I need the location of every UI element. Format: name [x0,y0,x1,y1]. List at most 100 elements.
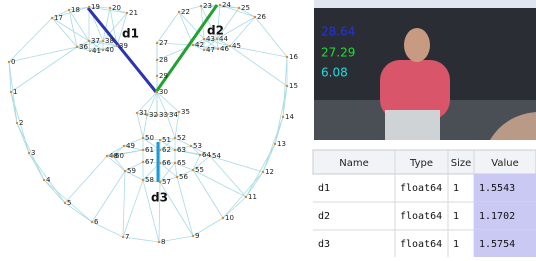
landmark-label: 67 [145,158,154,166]
landmark-point [51,17,53,19]
landmark-point [43,179,45,181]
landmark-point [156,114,158,116]
landmark-point [174,137,176,139]
landmark-label: 57 [162,178,171,186]
mesh-edge [123,171,125,237]
landmark-label: 58 [145,176,154,184]
landmark-label: 23 [203,2,212,10]
landmark-point [123,145,125,147]
mesh-edge [52,18,77,47]
landmark-point [245,196,247,198]
mesh-edge [9,47,77,62]
table-cell: 1.1702 [479,211,515,222]
landmark-point [203,38,205,40]
distance-label: d1 [122,27,139,41]
landmark-point [192,169,194,171]
landmark-point [176,176,178,178]
column-header: Type [409,158,433,169]
landmark-label: 54 [212,152,221,160]
landmark-label: 62 [162,146,171,154]
landmark-label: 19 [91,3,100,11]
landmark-label: 61 [145,146,154,154]
landmark-label: 10 [225,214,234,222]
landmark-label: 50 [145,134,154,142]
table-cell: 1 [453,211,459,222]
landmark-point [174,149,176,151]
landmark-label: 39 [119,42,128,50]
landmark-point [89,50,91,52]
window-titlebar [314,0,536,8]
landmark-point [222,217,224,219]
landmark-label: 12 [265,168,274,176]
landmark-label: 36 [79,43,88,51]
landmark-point [64,202,66,204]
landmark-point [88,6,90,8]
landmark-point [124,170,126,172]
landmark-label: 53 [193,142,202,150]
page: {"diagram": {"landmarks": ["0","1","2","… [0,0,536,257]
landmark-point [91,221,93,223]
landmark-point [190,145,192,147]
landmark-point [102,40,104,42]
landmark-label: 51 [162,136,171,144]
landmark-label: 22 [181,8,190,16]
landmark-label: 45 [232,42,241,50]
overlay-value: 28.64 [321,25,355,39]
mesh-edge [223,172,263,218]
landmark-point [229,45,231,47]
landmark-point [199,154,201,156]
landmark-point [178,111,180,113]
landmark-label: 14 [285,113,294,121]
landmark-point [28,152,30,154]
landmark-label: 47 [206,46,215,54]
column-header: Size [451,158,472,169]
landmark-label: 46 [220,45,229,53]
screenshot: 0123456789101112131415161718192021222324… [0,0,536,257]
landmark-point [146,114,148,116]
distance-label: d2 [207,24,224,38]
landmark-point [200,5,202,7]
table-cell: 1.5543 [479,183,515,194]
landmark-point [203,49,205,51]
landmark-point [156,42,158,44]
landmark-label: 29 [159,72,168,80]
landmark-label: 55 [195,166,204,174]
landmark-label: 52 [177,134,186,142]
landmark-label: 26 [257,13,266,21]
column-header: Name [339,158,369,169]
landmark-point [262,171,264,173]
landmark-point [219,4,221,6]
landmark-point [156,91,158,93]
landmark-label: 1 [13,88,17,96]
mesh-edge [177,177,193,236]
landmark-point [102,49,104,51]
landmark-point [158,241,160,243]
landmark-label: 65 [177,159,186,167]
landmark-label: 63 [177,146,186,154]
table-cell: float64 [400,211,442,222]
mesh-edge [65,156,107,203]
mesh-edge [255,17,287,57]
landmark-label: 15 [289,82,298,90]
landmark-label: 7 [125,233,129,241]
landmark-label: 6 [94,218,99,226]
landmark-point [106,155,108,157]
overlay-value: 27.29 [321,46,355,60]
landmark-label: 21 [129,9,138,17]
landmark-point [142,161,144,163]
overlay-value: 6.08 [321,66,348,80]
landmark-point [216,38,218,40]
table-cell: d2 [318,211,330,222]
table-cell: float64 [400,239,442,250]
landmark-point [282,116,284,118]
mesh-edge [210,156,246,197]
landmark-label: 25 [241,4,250,12]
landmark-point [192,44,194,46]
variable-table: NameTypeSizeValued1float6411.5543d2float… [313,150,536,257]
landmark-label: 59 [127,167,136,175]
landmark-point [112,155,114,157]
video-window: 28.64 27.29 6.08 [314,0,536,140]
mesh-edge [11,47,77,92]
mesh-edge [92,171,125,222]
landmark-point [159,162,161,164]
